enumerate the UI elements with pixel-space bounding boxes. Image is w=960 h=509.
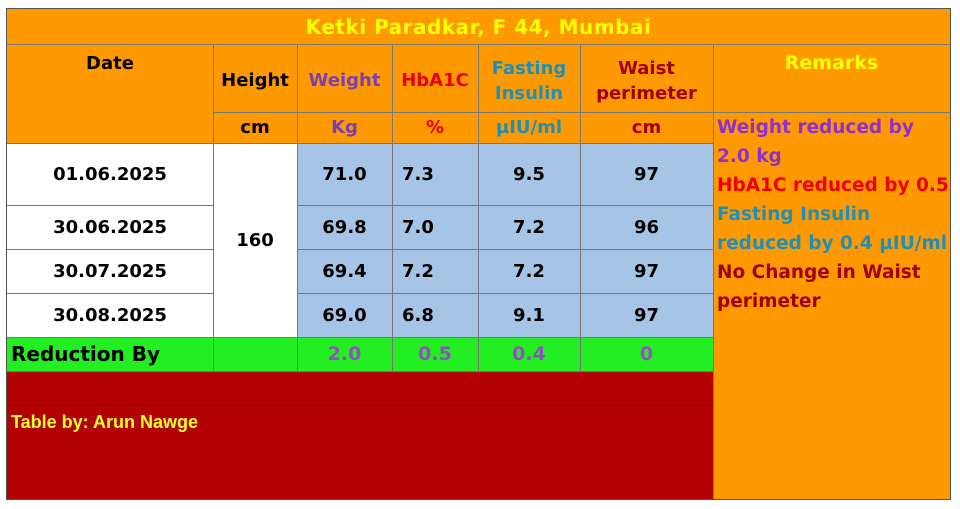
header-fasting-insulin-label: Fasting Insulin <box>491 58 567 104</box>
header-fasting-insulin: Fasting Insulin <box>478 51 580 111</box>
grid-line <box>213 45 214 371</box>
grid-line <box>392 45 393 371</box>
values-bg <box>297 143 713 337</box>
header-height: Height <box>221 69 289 91</box>
date-column-bg <box>7 143 213 337</box>
unit-weight: Kg <box>331 116 358 138</box>
grid-line <box>7 293 213 294</box>
grid-line <box>7 205 213 206</box>
grid-line <box>7 249 213 250</box>
row-3-weight: 69.4 <box>322 260 367 282</box>
health-table: Ketki Paradkar, F 44, Mumbai Date Height… <box>6 8 951 500</box>
grid-line <box>7 143 713 144</box>
grid-line <box>713 45 714 499</box>
row-4-weight: 69.0 <box>322 304 367 326</box>
header-date: Date <box>86 52 134 74</box>
grid-line <box>297 205 713 206</box>
grid-line <box>297 45 298 371</box>
row-1-waist: 97 <box>633 163 660 185</box>
remark-hba1c: HbA1C reduced by 0.5 <box>717 175 949 196</box>
row-3-insulin: 7.2 <box>513 260 545 282</box>
grid-line <box>478 45 479 371</box>
grid-line <box>7 337 713 338</box>
grid-line <box>7 371 713 372</box>
reduction-label: Reduction By <box>11 342 161 366</box>
unit-height: cm <box>240 116 270 138</box>
header-hba1c: HbA1C <box>401 69 469 91</box>
row-2-weight: 69.8 <box>322 216 367 238</box>
remark-weight: Weight reduced by 2.0 kg <box>717 117 914 167</box>
row-2-insulin: 7.2 <box>513 216 545 238</box>
table-title: Ketki Paradkar, F 44, Mumbai <box>7 9 950 45</box>
row-3-date: 30.07.2025 <box>53 260 167 282</box>
reduction-insulin: 0.4 <box>512 343 546 365</box>
grid-line <box>297 249 713 250</box>
row-3-waist: 97 <box>633 260 660 282</box>
reduction-row-bg <box>7 337 713 371</box>
footer-bg <box>7 371 713 499</box>
remark-waist: No Change in Waist perimeter <box>717 262 921 312</box>
remark-insulin: Fasting Insulin reduced by 0.4 µIU/ml <box>717 204 948 254</box>
reduction-waist: 0 <box>639 343 654 365</box>
row-3-hba1c: 7.2 <box>402 260 434 282</box>
unit-hba1c: % <box>425 116 445 138</box>
unit-waist: cm <box>631 116 662 138</box>
header-weight: Weight <box>308 69 381 91</box>
row-1-date: 01.06.2025 <box>53 163 167 185</box>
grid-line <box>580 45 581 371</box>
reduction-weight: 2.0 <box>327 343 362 365</box>
remarks-text: Weight reduced by 2.0 kg HbA1C reduced b… <box>714 113 953 316</box>
height-value: 160 <box>213 143 297 337</box>
row-2-waist: 96 <box>633 216 660 238</box>
row-4-insulin: 9.1 <box>513 304 545 326</box>
row-1-hba1c: 7.3 <box>402 163 434 185</box>
header-waist: Waist perimeter <box>580 51 713 111</box>
header-remarks: Remarks <box>784 51 879 74</box>
grid-line <box>297 293 713 294</box>
row-4-date: 30.08.2025 <box>53 304 167 326</box>
grid-line <box>213 112 950 113</box>
header-waist-label: Waist perimeter <box>596 58 697 104</box>
grid-line <box>7 405 713 406</box>
footer-credit: Table by: Arun Nawge <box>11 411 199 432</box>
row-4-waist: 97 <box>633 304 660 326</box>
row-1-insulin: 9.5 <box>513 163 545 185</box>
row-2-date: 30.06.2025 <box>53 216 167 238</box>
row-2-hba1c: 7.0 <box>402 216 434 238</box>
row-4-hba1c: 6.8 <box>402 304 434 326</box>
unit-insulin: µIU/ml <box>495 116 563 138</box>
reduction-hba1c: 0.5 <box>418 343 452 365</box>
row-1-weight: 71.0 <box>322 163 367 185</box>
